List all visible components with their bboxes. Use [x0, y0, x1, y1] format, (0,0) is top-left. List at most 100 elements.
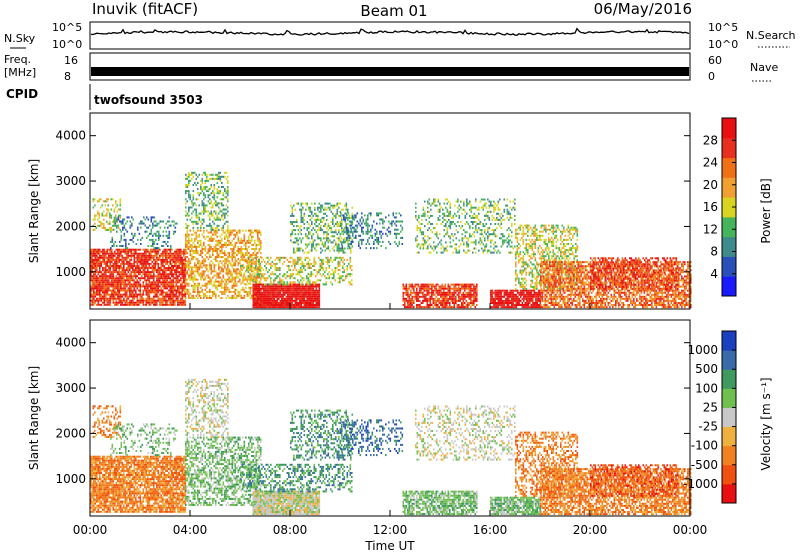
power-cell — [94, 281, 97, 284]
power-cell — [216, 224, 219, 227]
power-cell — [121, 293, 124, 296]
power-cell — [449, 306, 451, 309]
power-cell — [158, 234, 160, 237]
power-cell — [213, 237, 216, 240]
power-cell — [429, 291, 432, 294]
power-cell — [265, 267, 268, 269]
power-cell — [115, 262, 118, 265]
power-cell — [139, 291, 142, 294]
power-cell — [255, 245, 258, 248]
power-cell — [200, 179, 202, 182]
power-cell — [230, 248, 232, 250]
power-cell — [318, 218, 321, 221]
power-cell — [110, 240, 112, 243]
power-cell — [150, 287, 152, 290]
power-cell — [290, 299, 292, 302]
power-cell — [429, 306, 432, 309]
power-cell — [171, 273, 173, 276]
power-cell — [221, 286, 223, 289]
power-cell — [312, 233, 315, 236]
power-cell — [305, 285, 307, 288]
power-cell — [423, 283, 426, 286]
power-cell — [171, 289, 173, 292]
power-cell — [234, 229, 237, 232]
power-cell — [249, 239, 252, 242]
power-cell — [218, 268, 220, 271]
power-cell — [130, 291, 133, 294]
power-cell — [204, 208, 207, 211]
power-cell — [204, 278, 207, 281]
power-cell — [189, 173, 192, 176]
power-cell — [180, 267, 182, 269]
power-cell — [103, 224, 105, 227]
power-cell — [352, 234, 354, 237]
power-cell — [210, 184, 213, 186]
power-cell — [321, 249, 324, 252]
power-cell — [242, 239, 244, 242]
power-cell — [172, 269, 175, 272]
power-cell — [136, 248, 139, 251]
power-cell — [175, 260, 178, 263]
power-cell — [277, 275, 280, 278]
power-cell — [130, 287, 133, 290]
power-cell — [239, 270, 241, 273]
power-cell — [314, 202, 316, 205]
power-cell — [257, 243, 259, 246]
power-cell — [303, 299, 306, 302]
power-cell — [111, 265, 113, 267]
power-cell — [400, 220, 402, 223]
power-cell — [140, 226, 142, 229]
power-cell — [165, 297, 167, 300]
power-cell — [315, 269, 317, 272]
power-cell — [198, 212, 201, 215]
power-cell — [264, 265, 266, 267]
power-cell — [258, 270, 261, 273]
power-cell — [234, 284, 237, 287]
power-cell — [195, 184, 198, 186]
power-cell — [324, 271, 326, 274]
power-cell — [97, 252, 100, 255]
power-cell — [197, 262, 199, 265]
power-cell — [119, 245, 121, 247]
power-cell — [333, 273, 335, 276]
power-cell — [231, 260, 234, 263]
power-cell — [299, 291, 301, 294]
power-cell — [290, 287, 292, 290]
power-cell — [432, 302, 435, 304]
power-cell — [181, 269, 184, 272]
power-cell — [216, 241, 219, 244]
power-cell — [100, 283, 103, 286]
power-cell — [358, 243, 360, 245]
power-cell — [431, 297, 433, 300]
power-cell — [367, 240, 369, 243]
power-cell — [231, 252, 234, 255]
power-cell — [188, 224, 190, 227]
power-cell — [108, 275, 110, 278]
power-cell — [326, 202, 328, 205]
power-cell — [130, 301, 133, 304]
power-cell — [309, 293, 312, 296]
power-cell — [420, 302, 423, 304]
power-cell — [150, 238, 153, 241]
power-cell — [324, 208, 327, 211]
power-cell — [155, 224, 157, 227]
power-cell — [322, 267, 325, 269]
power-cell — [203, 212, 205, 215]
power-cell — [273, 262, 275, 265]
power-cell — [96, 299, 98, 302]
power-cell — [195, 220, 198, 223]
power-cell — [123, 303, 125, 306]
power-cell — [96, 297, 98, 300]
power-cell — [133, 283, 136, 286]
power-cell — [288, 302, 291, 304]
power-cell — [237, 252, 240, 255]
power-cell — [261, 295, 264, 298]
power-cell — [328, 265, 331, 267]
power-cell — [129, 289, 131, 292]
power-cell — [139, 279, 142, 282]
power-cell — [96, 258, 98, 261]
power-cell — [228, 252, 231, 255]
power-cell — [231, 274, 234, 277]
power-cell — [285, 304, 288, 306]
power-cell — [278, 302, 280, 304]
